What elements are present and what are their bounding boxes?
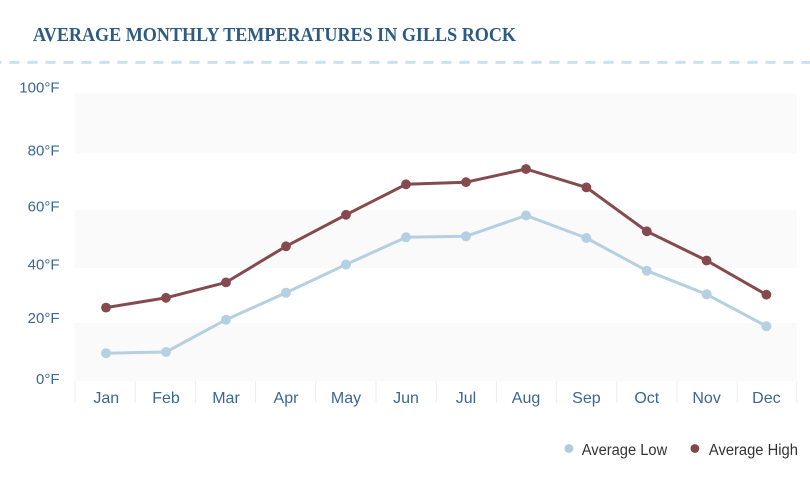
svg-text:Oct: Oct xyxy=(634,390,659,407)
svg-text:Jun: Jun xyxy=(393,390,419,407)
svg-text:AVERAGE MONTHLY TEMPERATURES I: AVERAGE MONTHLY TEMPERATURES IN GILLS RO… xyxy=(33,24,516,46)
svg-text:Feb: Feb xyxy=(152,390,180,407)
svg-text:100°F: 100°F xyxy=(19,79,59,96)
svg-text:Jan: Jan xyxy=(93,390,119,407)
svg-text:20°F: 20°F xyxy=(28,310,60,327)
svg-text:Aug: Aug xyxy=(512,390,540,407)
svg-text:40°F: 40°F xyxy=(28,257,60,274)
svg-text:0°F: 0°F xyxy=(36,371,60,388)
svg-text:Average Low: Average Low xyxy=(582,442,668,459)
svg-text:Jul: Jul xyxy=(456,390,476,407)
svg-text:Apr: Apr xyxy=(274,390,300,407)
svg-text:80°F: 80°F xyxy=(28,143,60,160)
svg-text:60°F: 60°F xyxy=(28,199,60,216)
svg-text:Nov: Nov xyxy=(692,390,720,407)
svg-text:May: May xyxy=(331,390,361,407)
svg-text:Average High: Average High xyxy=(709,442,798,459)
svg-text:Dec: Dec xyxy=(752,390,780,407)
svg-text:Mar: Mar xyxy=(212,390,240,407)
svg-text:Sep: Sep xyxy=(572,390,601,407)
